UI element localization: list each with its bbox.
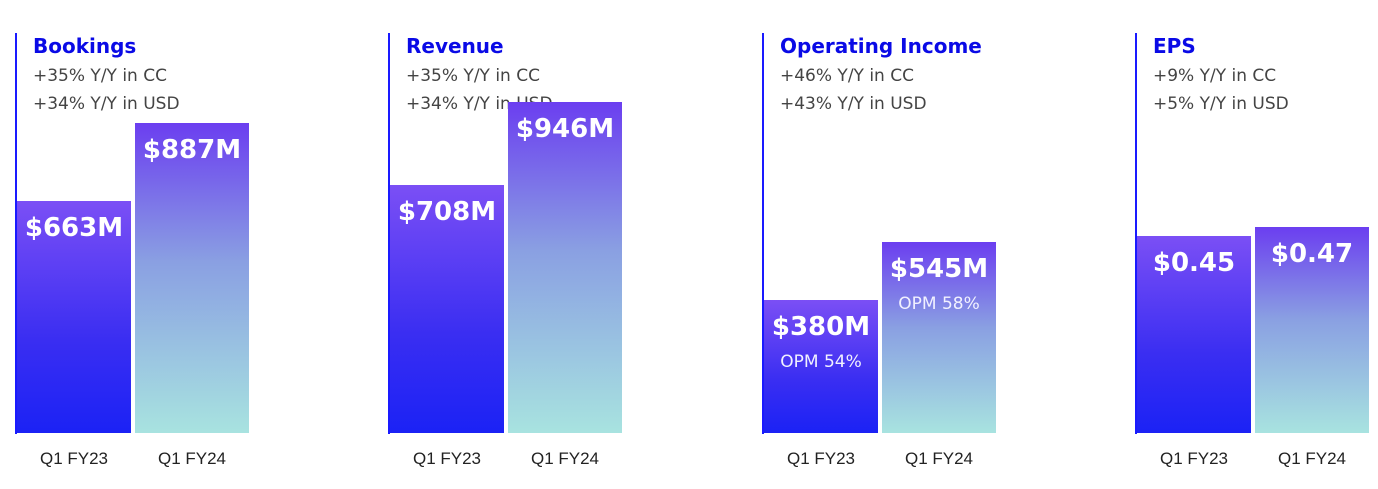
growth-line: +5% Y/Y in USD [1153, 94, 1289, 114]
growth-line: +35% Y/Y in CC [33, 66, 167, 86]
opm-note: OPM 58% [898, 294, 980, 314]
category-label: Q1 FY24 [1277, 449, 1347, 468]
bar-fy24: $887M [135, 123, 249, 433]
panel-axis-line [762, 33, 764, 434]
category-label: Q1 FY24 [157, 449, 227, 468]
panel-title: EPS [1153, 34, 1196, 58]
bar-fy24: $946M [508, 102, 622, 433]
category-label: Q1 FY23 [412, 449, 482, 468]
category-label: Q1 FY23 [786, 449, 856, 468]
bar-value-label: $887M [142, 135, 242, 165]
panel-title: Bookings [33, 34, 137, 58]
bar-value-label: $0.45 [1152, 248, 1236, 278]
category-label: Q1 FY24 [530, 449, 600, 468]
growth-line: +9% Y/Y in CC [1153, 66, 1277, 86]
growth-line: +34% Y/Y in USD [33, 94, 180, 114]
bar-value-label: $663M [24, 213, 124, 243]
opm-note: OPM 54% [780, 352, 862, 372]
bar-fy23: $663M [17, 201, 131, 433]
growth-line: +35% Y/Y in CC [406, 66, 540, 86]
bar-value-label: $380M [771, 312, 871, 342]
panel-title: Operating Income [780, 34, 982, 58]
bar-value-label: $946M [515, 114, 615, 144]
bar-fy23: $380M OPM 54% [764, 300, 878, 433]
panel-title: Revenue [406, 34, 504, 58]
category-label: Q1 FY23 [1159, 449, 1229, 468]
bar-value-label: $545M [889, 254, 989, 284]
growth-line: +43% Y/Y in USD [780, 94, 927, 114]
growth-line: +46% Y/Y in CC [780, 66, 914, 86]
panel-axis-line [15, 33, 17, 434]
category-label: Q1 FY24 [904, 449, 974, 468]
panel-axis-line [388, 33, 390, 434]
bar-fy24: $545M OPM 58% [882, 242, 996, 433]
bar-fy23: $0.45 [1137, 236, 1251, 433]
bar-value-label: $0.47 [1270, 239, 1354, 269]
bar-value-label: $708M [397, 197, 497, 227]
bar-fy24: $0.47 [1255, 227, 1369, 433]
bar-fy23: $708M [390, 185, 504, 433]
category-label: Q1 FY23 [39, 449, 109, 468]
panel-axis-line [1135, 33, 1137, 434]
